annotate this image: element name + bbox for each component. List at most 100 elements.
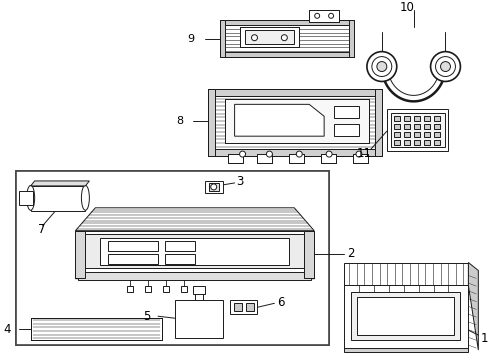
Bar: [108, 240, 158, 251]
Circle shape: [314, 13, 319, 18]
Polygon shape: [227, 154, 242, 163]
Circle shape: [281, 35, 287, 41]
Polygon shape: [321, 154, 335, 163]
Text: 8: 8: [175, 116, 183, 126]
Polygon shape: [100, 238, 289, 265]
Polygon shape: [386, 109, 447, 151]
Polygon shape: [219, 20, 353, 25]
Polygon shape: [31, 181, 89, 186]
Bar: [192, 287, 204, 294]
Polygon shape: [85, 234, 304, 269]
Text: 11: 11: [356, 147, 371, 159]
Polygon shape: [344, 262, 468, 285]
Polygon shape: [344, 285, 468, 350]
Bar: [413, 116, 419, 121]
Bar: [163, 287, 169, 292]
Circle shape: [296, 151, 302, 157]
Polygon shape: [468, 262, 477, 350]
Bar: [423, 132, 428, 137]
Polygon shape: [31, 318, 162, 340]
Circle shape: [376, 62, 386, 72]
Bar: [127, 287, 133, 292]
Ellipse shape: [81, 185, 89, 210]
Polygon shape: [352, 154, 367, 163]
Bar: [393, 140, 399, 145]
Circle shape: [266, 151, 272, 157]
Polygon shape: [207, 149, 381, 156]
Bar: [393, 116, 399, 121]
Polygon shape: [348, 20, 353, 57]
Bar: [423, 140, 428, 145]
Bar: [393, 132, 399, 137]
Polygon shape: [78, 273, 310, 280]
Bar: [16, 171, 328, 345]
Polygon shape: [239, 27, 299, 47]
Polygon shape: [207, 89, 381, 156]
Bar: [208, 183, 218, 191]
Bar: [19, 191, 33, 205]
Circle shape: [239, 151, 245, 157]
Polygon shape: [207, 89, 214, 156]
Bar: [164, 240, 194, 251]
Bar: [413, 132, 419, 137]
Polygon shape: [224, 99, 368, 143]
Bar: [108, 253, 158, 264]
Bar: [16, 171, 328, 345]
Bar: [433, 124, 439, 129]
Bar: [164, 253, 194, 264]
Text: 10: 10: [398, 1, 413, 14]
Polygon shape: [219, 20, 353, 57]
Polygon shape: [207, 89, 381, 96]
Text: 2: 2: [346, 247, 354, 260]
Circle shape: [430, 51, 460, 81]
Text: 7: 7: [38, 223, 45, 236]
Circle shape: [210, 184, 216, 190]
Bar: [356, 297, 453, 335]
Text: 1: 1: [479, 332, 487, 345]
Bar: [413, 124, 419, 129]
Bar: [403, 132, 409, 137]
Bar: [393, 124, 399, 129]
Polygon shape: [219, 51, 353, 57]
Circle shape: [371, 57, 391, 76]
Polygon shape: [344, 348, 468, 352]
Bar: [423, 116, 428, 121]
Polygon shape: [304, 231, 314, 278]
Text: 3: 3: [236, 175, 244, 188]
Text: 4: 4: [3, 323, 11, 336]
Bar: [204, 181, 222, 193]
Bar: [175, 300, 222, 338]
Polygon shape: [390, 113, 444, 147]
Circle shape: [435, 57, 454, 76]
Circle shape: [355, 151, 361, 157]
Bar: [433, 116, 439, 121]
Circle shape: [440, 62, 449, 72]
Polygon shape: [257, 154, 272, 163]
Circle shape: [325, 151, 331, 157]
Bar: [433, 140, 439, 145]
Bar: [403, 116, 409, 121]
Bar: [403, 124, 409, 129]
Circle shape: [251, 35, 257, 41]
Polygon shape: [75, 208, 314, 231]
Bar: [350, 292, 460, 340]
Polygon shape: [244, 30, 294, 44]
Bar: [333, 124, 358, 136]
Bar: [333, 106, 358, 118]
Bar: [229, 300, 257, 314]
Bar: [181, 287, 186, 292]
Bar: [403, 140, 409, 145]
Polygon shape: [308, 10, 338, 22]
Polygon shape: [374, 89, 381, 156]
Bar: [245, 303, 253, 311]
Ellipse shape: [27, 185, 35, 210]
Text: 9: 9: [187, 34, 194, 44]
Polygon shape: [75, 231, 314, 278]
Text: 6: 6: [277, 296, 285, 309]
Polygon shape: [75, 231, 85, 278]
Bar: [413, 140, 419, 145]
Polygon shape: [31, 186, 85, 211]
Polygon shape: [234, 104, 324, 136]
Bar: [233, 303, 241, 311]
Polygon shape: [219, 20, 224, 57]
